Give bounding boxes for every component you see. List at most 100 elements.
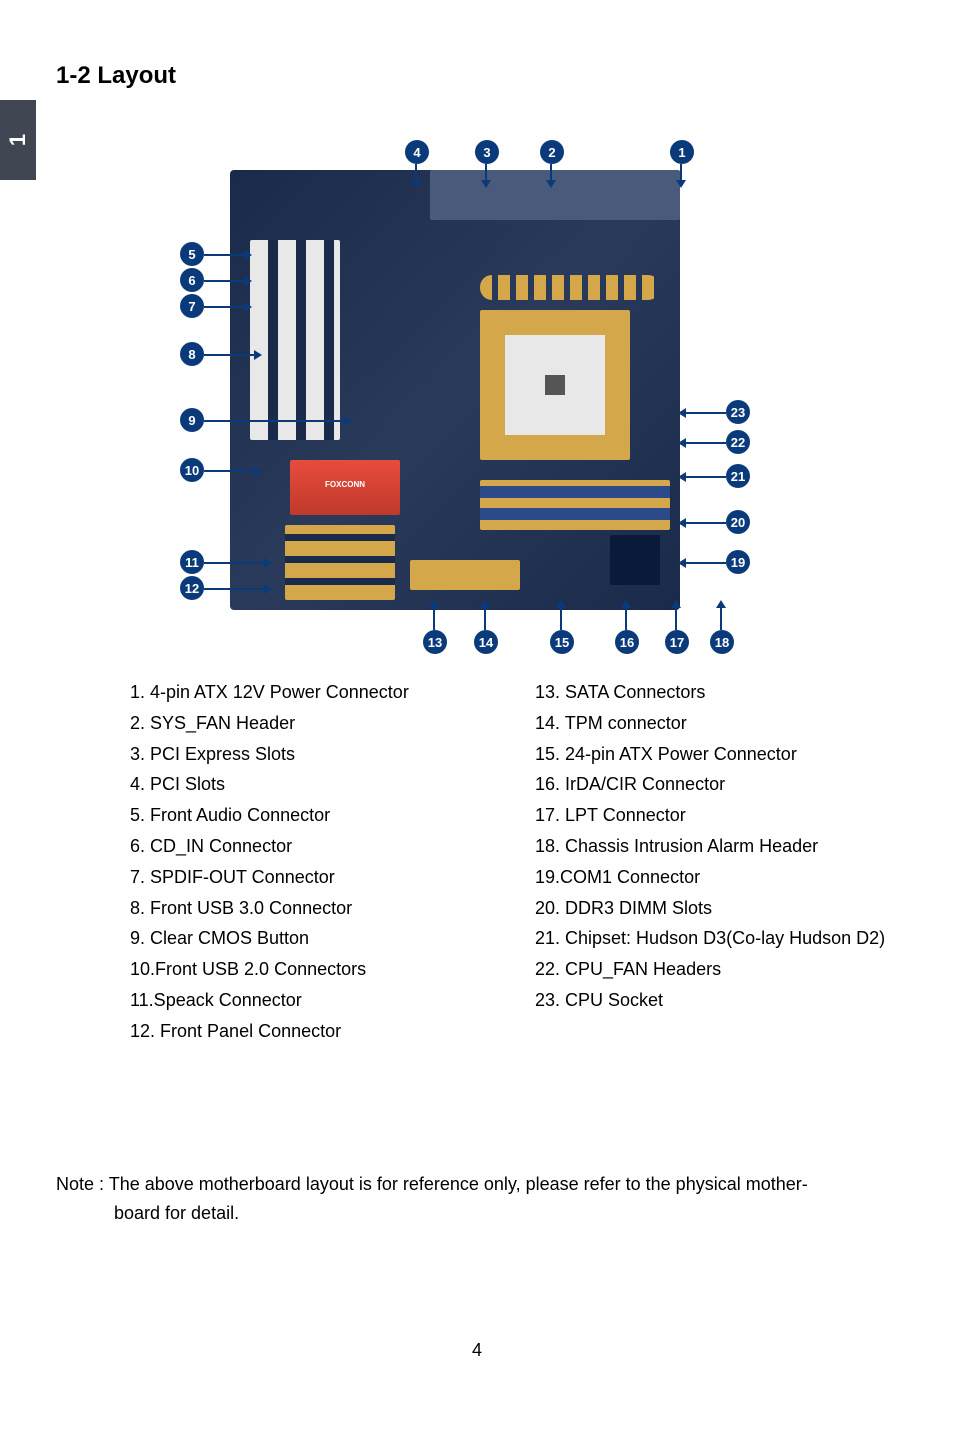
callout-arrow-21 — [678, 472, 686, 482]
legend-item: 7. SPDIF-OUT Connector — [130, 863, 485, 892]
callout-arrow-4 — [411, 180, 421, 188]
callout-arrow-6 — [244, 276, 252, 286]
callout-marker-8: 8 — [180, 342, 204, 366]
legend-item: 13. SATA Connectors — [535, 678, 890, 707]
callout-marker-5: 5 — [180, 242, 204, 266]
callout-line-13 — [433, 608, 435, 630]
legend-item: 22. CPU_FAN Headers — [535, 955, 890, 984]
callout-marker-16: 16 — [615, 630, 639, 654]
callout-marker-12: 12 — [180, 576, 204, 600]
callout-marker-3: 3 — [475, 140, 499, 164]
motherboard-diagram: FOXCONN 12345678910111213141516171819202… — [170, 130, 750, 650]
callout-line-10 — [204, 470, 254, 472]
callout-line-8 — [204, 354, 254, 356]
legend-item: 23. CPU Socket — [535, 986, 890, 1015]
callout-line-5 — [204, 254, 244, 256]
legend-item: 14. TPM connector — [535, 709, 890, 738]
callout-marker-1: 1 — [670, 140, 694, 164]
callout-line-14 — [484, 608, 486, 630]
callout-marker-23: 23 — [726, 400, 750, 424]
callout-arrow-20 — [678, 518, 686, 528]
chipset-heatsink: FOXCONN — [290, 460, 400, 515]
callout-marker-11: 11 — [180, 550, 204, 574]
legend-item: 1. 4-pin ATX 12V Power Connector — [130, 678, 485, 707]
callout-line-11 — [204, 562, 264, 564]
callout-arrow-15 — [556, 600, 566, 608]
legend-item: 6. CD_IN Connector — [130, 832, 485, 861]
callout-marker-19: 19 — [726, 550, 750, 574]
legend-item: 8. Front USB 3.0 Connector — [130, 894, 485, 923]
callout-line-16 — [625, 608, 627, 630]
callout-arrow-10 — [254, 466, 262, 476]
heatsink-brand: FOXCONN — [290, 460, 400, 489]
callout-marker-10: 10 — [180, 458, 204, 482]
callout-arrow-16 — [621, 600, 631, 608]
legend-item: 20. DDR3 DIMM Slots — [535, 894, 890, 923]
page-number: 4 — [0, 1340, 954, 1361]
callout-arrow-19 — [678, 558, 686, 568]
legend-item: 9. Clear CMOS Button — [130, 924, 485, 953]
callout-marker-13: 13 — [423, 630, 447, 654]
callout-arrow-13 — [429, 600, 439, 608]
callout-line-9 — [204, 420, 344, 422]
sata-connectors — [285, 525, 395, 600]
legend-item: 16. IrDA/CIR Connector — [535, 770, 890, 799]
callout-line-7 — [204, 306, 244, 308]
callout-line-20 — [686, 522, 726, 524]
callout-marker-14: 14 — [474, 630, 498, 654]
page-title: 1-2 Layout — [56, 62, 176, 90]
callout-line-19 — [686, 562, 726, 564]
legend-item: 21. Chipset: Hudson D3(Co-lay Hudson D2) — [535, 924, 890, 953]
cpu-socket — [480, 310, 630, 460]
chapter-tab-label: 1 — [5, 134, 31, 146]
legend-item: 12. Front Panel Connector — [130, 1017, 485, 1046]
callout-arrow-17 — [671, 600, 681, 608]
chapter-tab: 1 — [0, 100, 36, 180]
legend-item: 3. PCI Express Slots — [130, 740, 485, 769]
legend-item: 11.Speack Connector — [130, 986, 485, 1015]
legend-item: 19.COM1 Connector — [535, 863, 890, 892]
callout-marker-20: 20 — [726, 510, 750, 534]
motherboard-image: FOXCONN — [230, 170, 680, 610]
callout-marker-17: 17 — [665, 630, 689, 654]
callout-arrow-9 — [344, 416, 352, 426]
callout-line-23 — [686, 412, 726, 414]
pci-slots — [250, 240, 340, 440]
atx-power-connector — [410, 560, 520, 590]
callout-line-18 — [720, 608, 722, 630]
callout-arrow-11 — [264, 558, 272, 568]
callout-marker-22: 22 — [726, 430, 750, 454]
io-panel — [430, 170, 680, 220]
legend-column-1: 1. 4-pin ATX 12V Power Connector2. SYS_F… — [130, 678, 485, 1048]
legend-column-2: 13. SATA Connectors14. TPM connector15. … — [535, 678, 890, 1048]
callout-marker-21: 21 — [726, 464, 750, 488]
callout-marker-2: 2 — [540, 140, 564, 164]
callout-line-12 — [204, 588, 264, 590]
callout-marker-7: 7 — [180, 294, 204, 318]
chipset — [610, 535, 660, 585]
callout-arrow-18 — [716, 600, 726, 608]
legend-item: 15. 24-pin ATX Power Connector — [535, 740, 890, 769]
callout-marker-4: 4 — [405, 140, 429, 164]
callout-line-6 — [204, 280, 244, 282]
callout-arrow-7 — [244, 302, 252, 312]
legend-item: 10.Front USB 2.0 Connectors — [130, 955, 485, 984]
callout-line-2 — [550, 164, 552, 180]
callout-marker-18: 18 — [710, 630, 734, 654]
callout-arrow-5 — [244, 250, 252, 260]
legend: 1. 4-pin ATX 12V Power Connector2. SYS_F… — [130, 678, 890, 1048]
callout-arrow-1 — [676, 180, 686, 188]
callout-line-3 — [485, 164, 487, 180]
cpu-socket-inner — [505, 335, 605, 435]
callout-marker-15: 15 — [550, 630, 574, 654]
callout-marker-9: 9 — [180, 408, 204, 432]
callout-marker-6: 6 — [180, 268, 204, 292]
callout-arrow-3 — [481, 180, 491, 188]
callout-arrow-8 — [254, 350, 262, 360]
legend-item: 17. LPT Connector — [535, 801, 890, 830]
legend-item: 18. Chassis Intrusion Alarm Header — [535, 832, 890, 861]
callout-arrow-14 — [480, 600, 490, 608]
callout-line-22 — [686, 442, 726, 444]
cpu-chip — [545, 375, 565, 395]
callout-line-17 — [675, 608, 677, 630]
